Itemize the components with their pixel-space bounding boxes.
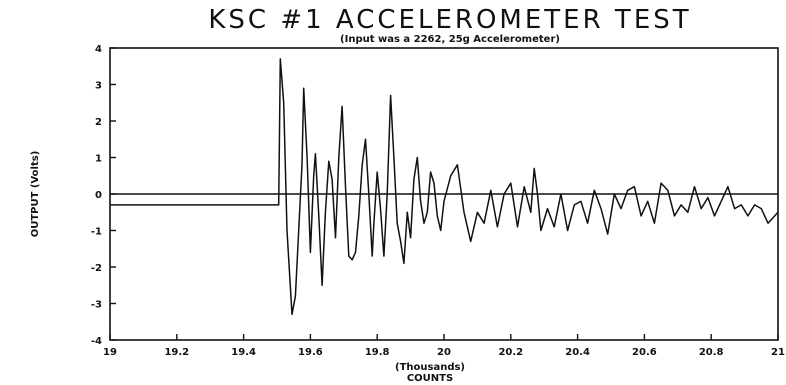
series-line	[110, 58, 779, 316]
y-tick-label: -2	[91, 263, 102, 274]
x-tick-label: 20.4	[565, 347, 590, 358]
x-tick-label: 20	[437, 347, 451, 358]
x-tick-label: 19.4	[231, 347, 256, 358]
x-tick-label: 19.6	[298, 347, 323, 358]
y-tick-label: 2	[95, 117, 102, 128]
y-tick-label: -3	[91, 300, 102, 311]
x-tick-label: 19	[103, 347, 117, 358]
y-tick-label: 4	[95, 44, 102, 55]
y-tick-label: 1	[95, 154, 102, 165]
y-axis-title: OUTPUT (Volts)	[30, 151, 41, 238]
chart-subtitle: (Input was a 2262, 25g Accelerometer)	[340, 34, 560, 45]
x-axis-unit: (Thousands)	[395, 362, 465, 373]
y-tick-label: 0	[95, 190, 102, 201]
x-tick-label: 19.2	[164, 347, 189, 358]
y-axis: 4 3 2 1 0 -1 -2 -3 -4	[91, 44, 116, 347]
x-tick-label: 20.2	[498, 347, 523, 358]
y-tick-label: -1	[91, 227, 102, 238]
x-tick-label: 19.8	[365, 347, 390, 358]
x-tick-label: 21	[771, 347, 785, 358]
x-axis: 19 19.2 19.4 19.6 19.8 20 20.2 20.4 20.6 20.8 21	[103, 334, 785, 358]
x-tick-label: 20.6	[632, 347, 657, 358]
y-tick-label: 3	[95, 81, 102, 92]
chart-title: KSC #1 ACCELEROMETER TEST	[208, 5, 691, 35]
x-axis-title: COUNTS	[407, 373, 453, 384]
y-tick-label: -4	[91, 336, 102, 347]
x-tick-label: 20.8	[699, 347, 724, 358]
